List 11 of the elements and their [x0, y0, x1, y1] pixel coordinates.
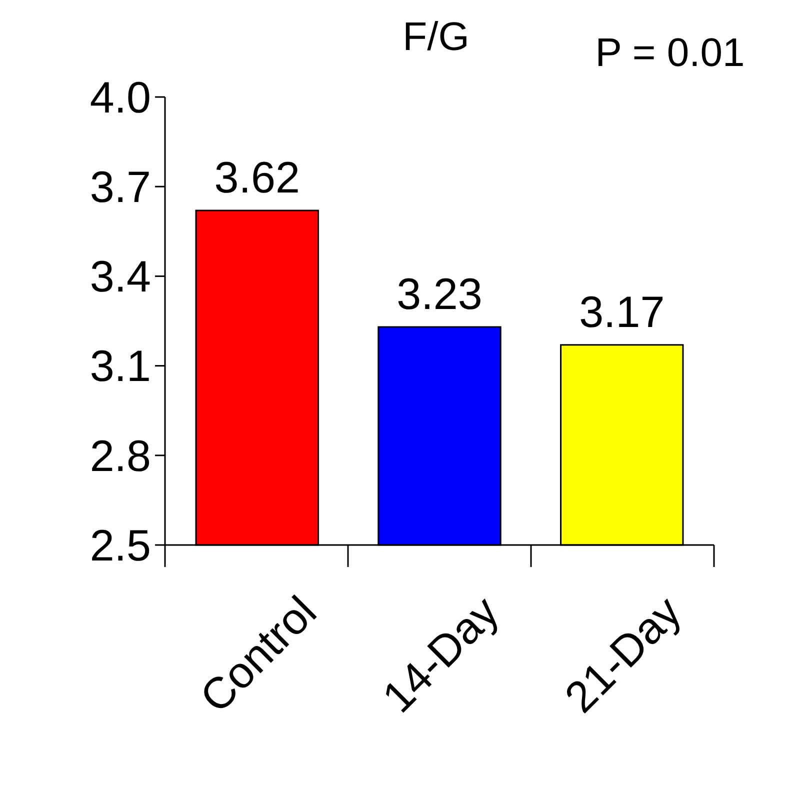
y-tick-label: 3.1 [90, 342, 151, 392]
y-tick-label: 3.7 [90, 163, 151, 212]
data-label: 3.23 [396, 270, 482, 319]
y-tick-label: 2.5 [90, 521, 151, 570]
data-label: 3.17 [579, 288, 665, 337]
chart-title: F/G [402, 15, 470, 59]
text: P = 0.01 [595, 31, 745, 75]
data-label: 3.62 [214, 153, 300, 202]
y-tick-label: 3.4 [90, 252, 151, 302]
y-tick-label: 4.0 [90, 73, 151, 122]
y-tick-label: 2.8 [90, 432, 151, 481]
